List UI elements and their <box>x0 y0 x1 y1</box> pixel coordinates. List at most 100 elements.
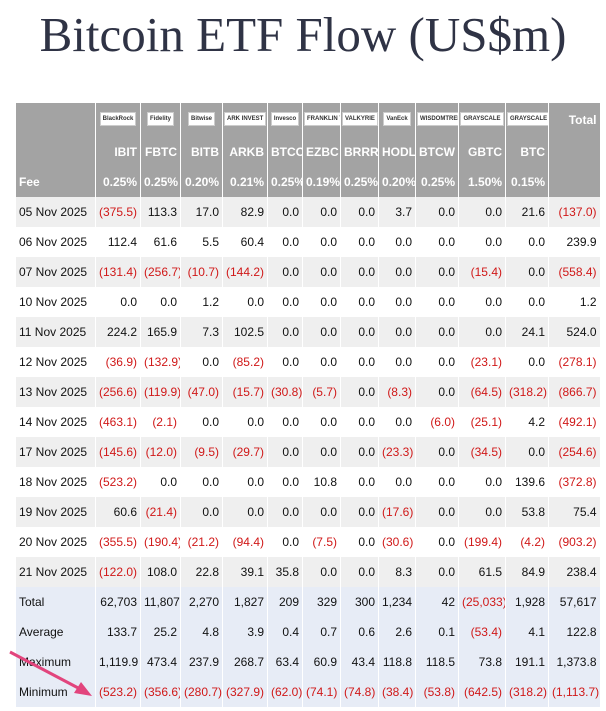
logo-cell: Invesco <box>267 103 303 137</box>
cell: 0.0 <box>180 407 223 437</box>
cell: 0.0 <box>415 527 459 557</box>
cell: 0.0 <box>302 227 341 257</box>
cell: 0.0 <box>302 287 341 317</box>
ticker: EZBC <box>302 137 341 167</box>
cell: 0.0 <box>378 467 416 497</box>
summary-row: Average 133.7 25.2 4.8 3.9 0.4 0.7 0.6 2.6 0.1 (53… <box>15 617 600 647</box>
cell: (122.0) <box>95 557 141 587</box>
cell: 4.2 <box>505 407 549 437</box>
fee: 0.25% <box>415 167 459 197</box>
cell: 0.0 <box>340 317 379 347</box>
cell: 57,617 <box>548 587 600 617</box>
row-label: 07 Nov 2025 <box>15 257 96 287</box>
cell: (47.0) <box>180 377 223 407</box>
row-label: 06 Nov 2025 <box>15 227 96 257</box>
cell: (903.2) <box>548 527 600 557</box>
cell: (5.7) <box>302 377 341 407</box>
cell: (85.2) <box>222 347 268 377</box>
cell: 113.3 <box>140 197 181 227</box>
row-label: 10 Nov 2025 <box>15 287 96 317</box>
cell: 300 <box>340 587 379 617</box>
logo-cell: WISDOMTREE <box>415 103 459 137</box>
row-label: 18 Nov 2025 <box>15 467 96 497</box>
cell: 0.0 <box>340 257 379 287</box>
cell: (199.4) <box>458 527 506 557</box>
cell: 0.0 <box>340 227 379 257</box>
cell: 0.0 <box>415 287 459 317</box>
row-label: 19 Nov 2025 <box>15 497 96 527</box>
cell: (23.3) <box>378 437 416 467</box>
cell: 0.0 <box>222 407 268 437</box>
cell: 0.0 <box>340 407 379 437</box>
cell: 0.0 <box>302 257 341 287</box>
cell: 10.8 <box>302 467 341 497</box>
cell: 0.0 <box>340 377 379 407</box>
cell: (7.5) <box>302 527 341 557</box>
cell: 0.0 <box>267 317 303 347</box>
cell: 139.6 <box>505 467 549 497</box>
cell: 2,270 <box>180 587 223 617</box>
cell: 22.8 <box>180 557 223 587</box>
cell: (2.1) <box>140 407 181 437</box>
logo-cell: ARK INVEST <box>222 103 268 137</box>
cell: (15.7) <box>222 377 268 407</box>
cell: (256.7) <box>140 257 181 287</box>
cell: 0.0 <box>340 557 379 587</box>
title: Bitcoin ETF Flow (US$m) <box>39 7 567 62</box>
logo-cell: FRANKLIN TEMPLETON <box>302 103 341 137</box>
cell: 0.0 <box>302 407 341 437</box>
daily-row: 14 Nov 2025 (463.1) (2.1) 0.0 0.0 0.0 0.0 0.0 0.… <box>15 407 600 437</box>
fee: 0.25% <box>140 167 181 197</box>
cell: (318.2) <box>505 377 549 407</box>
cell: 108.0 <box>140 557 181 587</box>
cell: 61.5 <box>458 557 506 587</box>
cell: 0.6 <box>340 617 379 647</box>
fee-row: Fee 0.25% 0.25% 0.20% 0.21% 0.25% 0.19% 0.25% 0.… <box>15 167 600 197</box>
cell: 0.7 <box>302 617 341 647</box>
cell: 0.0 <box>267 287 303 317</box>
cell: 0.0 <box>505 287 549 317</box>
daily-row: 06 Nov 2025 112.4 61.6 5.5 60.4 0.0 0.0 0.0 0.0 0… <box>15 227 600 257</box>
row-label: Maximum <box>15 647 96 677</box>
cell: (137.0) <box>548 197 600 227</box>
cell: (94.4) <box>222 527 268 557</box>
cell: (355.5) <box>95 527 141 557</box>
issuer-logo: Bitwise <box>187 111 215 126</box>
cell: (523.2) <box>95 677 141 707</box>
cell: 39.1 <box>222 557 268 587</box>
ticker: BTCO <box>267 137 303 167</box>
cell: 0.0 <box>222 497 268 527</box>
cell: (131.4) <box>95 257 141 287</box>
blank-cell <box>15 137 96 167</box>
cell: 63.4 <box>267 647 303 677</box>
cell: 2.6 <box>378 617 416 647</box>
cell: (372.8) <box>548 467 600 497</box>
cell: (25,033) <box>458 587 506 617</box>
cell: 43.4 <box>340 647 379 677</box>
cell: (34.5) <box>458 437 506 467</box>
logo-cell: VALKYRIE <box>340 103 379 137</box>
cell: (278.1) <box>548 347 600 377</box>
fee: 0.15% <box>505 167 549 197</box>
cell: 0.0 <box>267 497 303 527</box>
cell: (356.6) <box>140 677 181 707</box>
cell: 0.0 <box>340 467 379 497</box>
cell: 0.0 <box>415 467 459 497</box>
cell: 0.0 <box>267 197 303 227</box>
cell: 0.0 <box>505 347 549 377</box>
cell: (21.4) <box>140 497 181 527</box>
cell: 7.3 <box>180 317 223 347</box>
cell: 0.0 <box>415 227 459 257</box>
cell: 0.0 <box>505 227 549 257</box>
logo-cell: Bitwise <box>180 103 223 137</box>
issuer-logo: ARK INVEST <box>224 111 267 126</box>
daily-row: 17 Nov 2025 (145.6) (12.0) (9.5) (29.7) 0.0 0.… <box>15 437 600 467</box>
cell: 0.0 <box>415 197 459 227</box>
cell: 61.6 <box>140 227 181 257</box>
cell: 0.0 <box>340 437 379 467</box>
cell: 0.0 <box>302 437 341 467</box>
cell: (74.8) <box>340 677 379 707</box>
summary-row: Total 62,703 11,807 2,270 1,827 209 329 300 1,23… <box>15 587 600 617</box>
cell: 1,234 <box>378 587 416 617</box>
